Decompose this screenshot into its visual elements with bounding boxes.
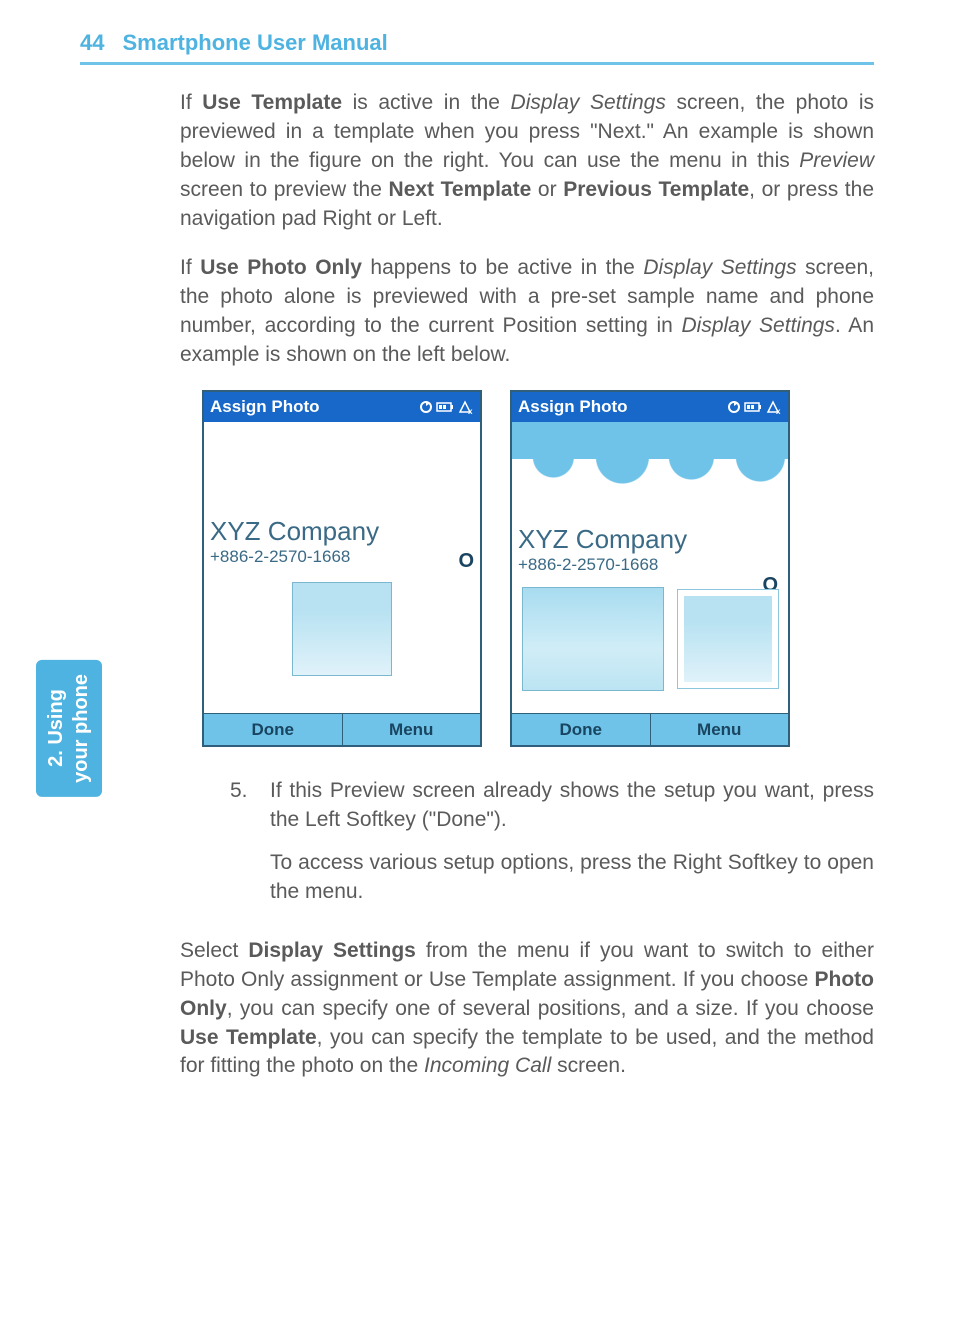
p3-b1: Display Settings [248, 939, 416, 962]
list-text: If this Preview screen already shows the… [270, 777, 874, 907]
list-item-5: 5. If this Preview screen already shows … [230, 777, 874, 907]
phone-softkeys-right: Done Menu [512, 713, 788, 745]
phone-status-icons-right: x [726, 400, 782, 414]
page-header: 44 Smartphone User Manual [80, 30, 874, 65]
phone-number-right: +886-2-2570-1668 [512, 555, 788, 575]
p3-t5: screen. [551, 1054, 626, 1077]
phone-body-left: XYZ Company +886-2-2570-1668 O [204, 422, 480, 713]
photo-thumbnail-left [292, 582, 392, 676]
phone-title-left: Assign Photo [210, 397, 320, 417]
p1-i2: Preview [799, 149, 874, 172]
sync-icon [726, 400, 742, 414]
company-name-right: XYZ Company [512, 524, 788, 555]
p2-t2: happens to be active in the [362, 256, 643, 279]
p3-i1: Incoming Call [424, 1054, 551, 1077]
p1-t5: or [531, 178, 563, 201]
softkey-menu-left[interactable]: Menu [343, 714, 481, 745]
list-number: 5. [230, 777, 258, 907]
p1-b3: Previous Template [563, 178, 749, 201]
li5-a: If this [270, 779, 330, 802]
signal-icon: x [458, 400, 474, 414]
phone-screen-left: Assign Photo x XYZ Company +886-2-2570-1… [202, 390, 482, 747]
page-content: If Use Template is active in the Display… [180, 89, 874, 1081]
phone-title-right: Assign Photo [518, 397, 628, 417]
battery-icon [436, 400, 456, 414]
p2-t1: If [180, 256, 200, 279]
softkey-menu-right[interactable]: Menu [651, 714, 789, 745]
beach-photo-right [522, 587, 664, 691]
paragraph-2: If Use Photo Only happens to be active i… [180, 254, 874, 370]
p1-t2: is active in the [342, 91, 511, 114]
li5-i: Preview [330, 779, 405, 802]
p3-b3: Use Template [180, 1026, 317, 1049]
svg-text:x: x [776, 407, 781, 414]
svg-text:x: x [468, 407, 473, 414]
phone-softkeys-left: Done Menu [204, 713, 480, 745]
document-title: Smartphone User Manual [122, 30, 387, 56]
p1-b2: Next Template [389, 178, 532, 201]
phone-titlebar-right: Assign Photo x [512, 392, 788, 422]
phone-number-left: +886-2-2570-1668 [204, 547, 480, 567]
numbered-list: 5. If this Preview screen already shows … [230, 777, 874, 907]
p1-i1: Display Settings [511, 91, 666, 114]
phone-titlebar-left: Assign Photo x [204, 392, 480, 422]
paragraph-3: Select Display Settings from the menu if… [180, 937, 874, 1082]
p2-i1: Display Settings [643, 256, 796, 279]
signal-icon: x [766, 400, 782, 414]
template-clouds [512, 422, 788, 484]
softkey-done-right[interactable]: Done [512, 714, 651, 745]
p1-t1: If [180, 91, 202, 114]
p1-b1: Use Template [202, 91, 342, 114]
list-subtext: To access various setup options, press t… [270, 849, 874, 907]
stamp-photo-right [678, 590, 778, 688]
battery-icon [744, 400, 764, 414]
p3-t1: Select [180, 939, 248, 962]
company-name-left: XYZ Company [204, 516, 480, 547]
p2-i2: Display Settings [682, 314, 835, 337]
phone-body-right: XYZ Company +886-2-2570-1668 O [512, 422, 788, 713]
page-number: 44 [80, 30, 104, 56]
phone-screen-right: Assign Photo x XYZ Company +886-2-2570-1… [510, 390, 790, 747]
side-tab-line2: your phone [70, 674, 92, 783]
phone-screenshots: Assign Photo x XYZ Company +886-2-2570-1… [202, 390, 874, 747]
phone-status-icons-left: x [418, 400, 474, 414]
paragraph-1: If Use Template is active in the Display… [180, 89, 874, 234]
sync-icon [418, 400, 434, 414]
side-tab-line1: 2. Using [45, 690, 67, 768]
section-side-tab: 2. Using your phone [36, 660, 102, 797]
p1-t4: screen to preview the [180, 178, 389, 201]
indicator-o-left: O [458, 550, 474, 573]
p3-t3: , you can specify one of several positio… [227, 997, 874, 1020]
softkey-done-left[interactable]: Done [204, 714, 343, 745]
p2-b1: Use Photo Only [200, 256, 362, 279]
